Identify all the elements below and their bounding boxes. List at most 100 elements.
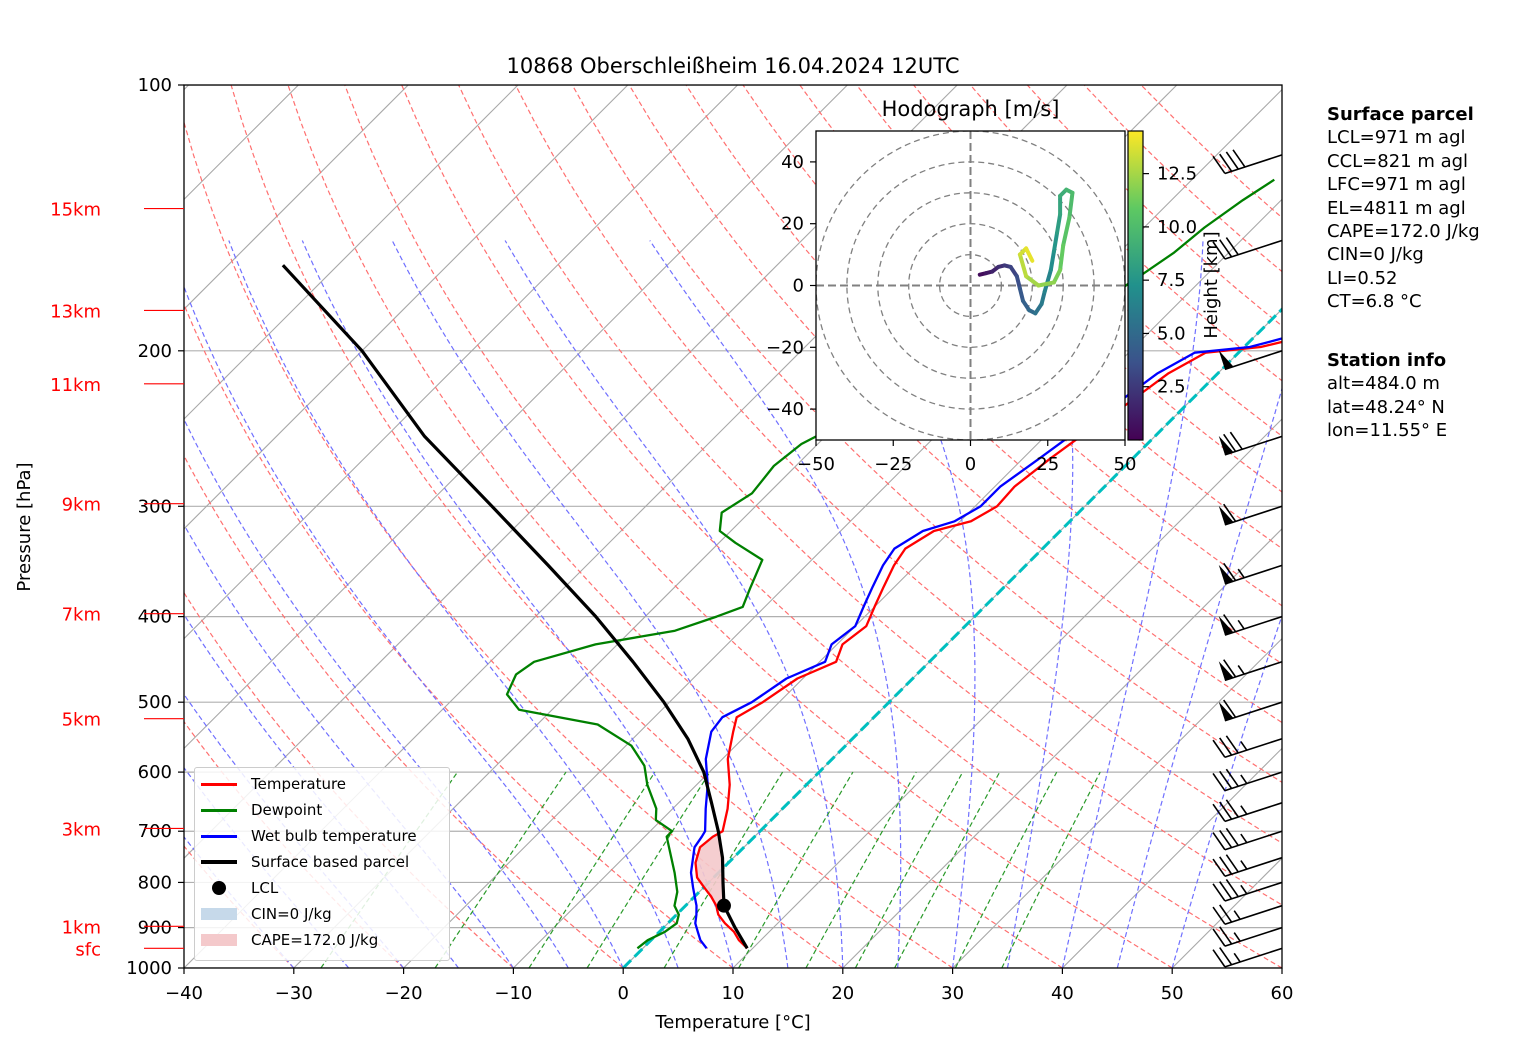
barb-flag (1218, 435, 1234, 455)
station-info-line: lon=11.55° E (1327, 420, 1448, 442)
surface-parcel-line: CIN=0 J/kg (1327, 244, 1424, 266)
x-tick-label: 50 (1161, 983, 1184, 1004)
hodograph-segment (1017, 252, 1029, 279)
hodograph-grid (816, 131, 1125, 440)
barb-shaft (1224, 661, 1283, 682)
barb-half-feather (1240, 860, 1248, 870)
barb-feather (1219, 737, 1233, 756)
hodograph-x-tick-label: 0 (965, 454, 976, 475)
y-tick-label: 100 (138, 75, 172, 96)
wind-barb (1218, 614, 1283, 636)
legend-item-temperature: Temperature (195, 774, 346, 794)
barb-half-feather (1240, 884, 1248, 895)
hodograph-x-tick-label: 50 (1114, 454, 1137, 475)
moist-adiabat (649, 240, 902, 968)
station-info-line: alt=484.0 m (1327, 373, 1440, 395)
barb-feather (1212, 241, 1226, 260)
moist-adiabat (184, 418, 569, 968)
mixing-ratio-line (528, 771, 656, 968)
legend-label: CIN=0 J/kg (251, 905, 332, 923)
hodograph-segment (1058, 243, 1066, 273)
dry-adiabat (184, 120, 844, 968)
barb-feather (1219, 801, 1233, 820)
barb-half-feather (1233, 952, 1241, 963)
legend-label: Surface based parcel (251, 853, 410, 871)
barb-shaft (1224, 154, 1283, 175)
station-info-panel: Station info alt=484.0 m lat=48.24° N lo… (1327, 349, 1447, 443)
wind-barb (1218, 503, 1283, 526)
hodograph-segment (1014, 274, 1022, 291)
wind-barb (1212, 926, 1283, 947)
barb-shaft (1224, 830, 1283, 851)
barb-shaft (1224, 350, 1283, 371)
x-tick-label: 20 (831, 983, 854, 1004)
x-axis-label: Temperature [°C] (654, 1012, 810, 1033)
height-label: 9km (62, 495, 101, 516)
hodograph-segment (1055, 212, 1063, 235)
barb-feather (1219, 947, 1233, 966)
barb-feather (1219, 829, 1233, 849)
colorbar (1127, 130, 1144, 441)
isotherm (842, 528, 1282, 968)
barb-feather (1219, 239, 1233, 258)
isotherm (184, 85, 409, 310)
mixing-ratio-line (738, 771, 854, 968)
surface-parcel-line: LCL=971 m agl (1327, 127, 1466, 149)
surface-parcel-panel: Surface parcel LCL=971 m agl CCL=821 m a… (1327, 103, 1480, 314)
hodograph-x-tick-label: −50 (797, 454, 835, 475)
height-label: 13km (50, 301, 101, 322)
barb-feather (1223, 699, 1237, 718)
height-label: 15km (50, 200, 101, 221)
mixing-ratio-line (954, 771, 1058, 968)
barb-shaft (1224, 435, 1283, 456)
barb-feather (1225, 768, 1239, 787)
barb-feather (1225, 799, 1239, 818)
legend: Temperature Dewpoint Wet bulb temperatur… (194, 767, 450, 961)
barb-half-feather (1237, 619, 1245, 630)
height-label: 7km (62, 605, 101, 626)
barb-half-feather (1240, 833, 1248, 844)
x-tick-label: 40 (1051, 983, 1074, 1004)
barb-feather (1225, 237, 1239, 256)
x-tick-label: −20 (385, 983, 423, 1004)
barb-half-feather (1240, 774, 1248, 784)
wind-barb (1218, 431, 1283, 456)
wind-barb (1212, 904, 1283, 925)
colorbar-tick-label: 5.0 (1157, 323, 1186, 344)
legend-item-dewpoint: Dewpoint (195, 800, 322, 820)
barb-feather (1225, 879, 1239, 898)
barb-feather (1225, 854, 1239, 873)
legend-item-parcel: Surface based parcel (195, 852, 409, 872)
surface-parcel-line: CAPE=172.0 J/kg (1327, 221, 1480, 243)
y-tick-label: 600 (138, 762, 172, 783)
surface-parcel-title: Surface parcel (1327, 104, 1474, 125)
barb-feather (1212, 928, 1226, 947)
barb-shaft (1224, 802, 1283, 823)
temperature-line (694, 340, 1282, 950)
legend-swatch (201, 904, 237, 924)
isotherm (184, 85, 848, 750)
wet-bulb-temperature-line (689, 337, 1282, 949)
wind-barb (1212, 879, 1283, 902)
surface-parcel-line: LFC=971 m agl (1327, 174, 1466, 196)
y-tick-label: 1000 (126, 958, 172, 979)
barb-half-feather (1237, 568, 1245, 579)
dry-adiabat (184, 454, 624, 968)
hodograph: Hodograph [m/s] −50 −25 0 25 50 40 20 0 −20 −40 2.5… (766, 97, 1222, 475)
barb-feather (1232, 149, 1246, 168)
dry-adiabat (344, 85, 1173, 968)
x-tick-label: 30 (941, 983, 964, 1004)
barb-feather (1223, 562, 1237, 581)
isotherm (1062, 747, 1282, 968)
mixing-ratio-line (586, 771, 711, 968)
barb-shaft (1224, 881, 1283, 902)
barb-shaft (1224, 239, 1283, 260)
barb-feather (1225, 827, 1239, 846)
barb-half-feather (1240, 805, 1248, 815)
hodograph-segment (1061, 215, 1072, 248)
barb-feather (1212, 155, 1226, 174)
dry-adiabat (514, 85, 1282, 844)
dry-adiabat (401, 85, 1282, 968)
barb-flag (1218, 350, 1234, 370)
